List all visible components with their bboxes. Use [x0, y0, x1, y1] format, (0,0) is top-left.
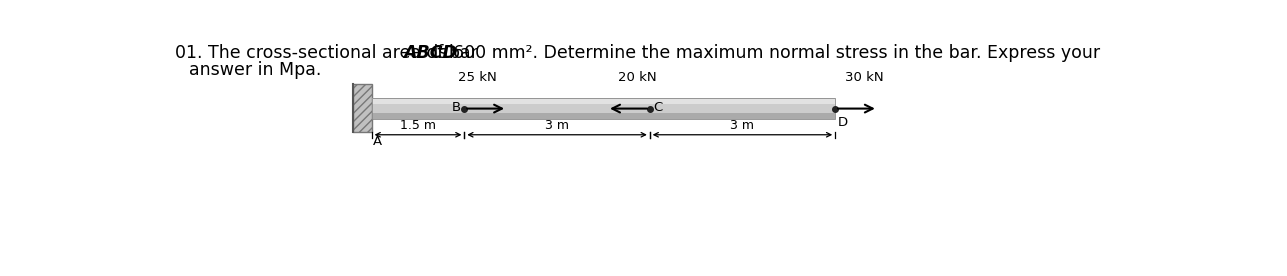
Bar	[353, 84, 372, 132]
Bar	[372, 104, 835, 113]
Text: answer in Mpa.: answer in Mpa.	[189, 61, 322, 79]
Bar	[372, 113, 835, 119]
Text: is 600 mm². Determine the maximum normal stress in the bar. Express your: is 600 mm². Determine the maximum normal…	[429, 44, 1100, 62]
Text: A: A	[373, 135, 382, 148]
Text: B: B	[452, 100, 461, 113]
Text: 30 kN: 30 kN	[844, 71, 883, 84]
Text: 20 kN: 20 kN	[618, 71, 656, 84]
Bar	[372, 98, 835, 104]
Text: 3 m: 3 m	[731, 120, 754, 132]
Text: ABCD: ABCD	[403, 44, 457, 62]
Text: 01. The cross-sectional area of bar: 01. The cross-sectional area of bar	[175, 44, 483, 62]
Text: C: C	[653, 100, 662, 113]
Bar	[372, 98, 835, 119]
Text: 3 m: 3 m	[546, 120, 569, 132]
Text: D: D	[838, 116, 848, 129]
Text: 1.5 m: 1.5 m	[400, 120, 436, 132]
Text: 25 kN: 25 kN	[458, 71, 497, 84]
